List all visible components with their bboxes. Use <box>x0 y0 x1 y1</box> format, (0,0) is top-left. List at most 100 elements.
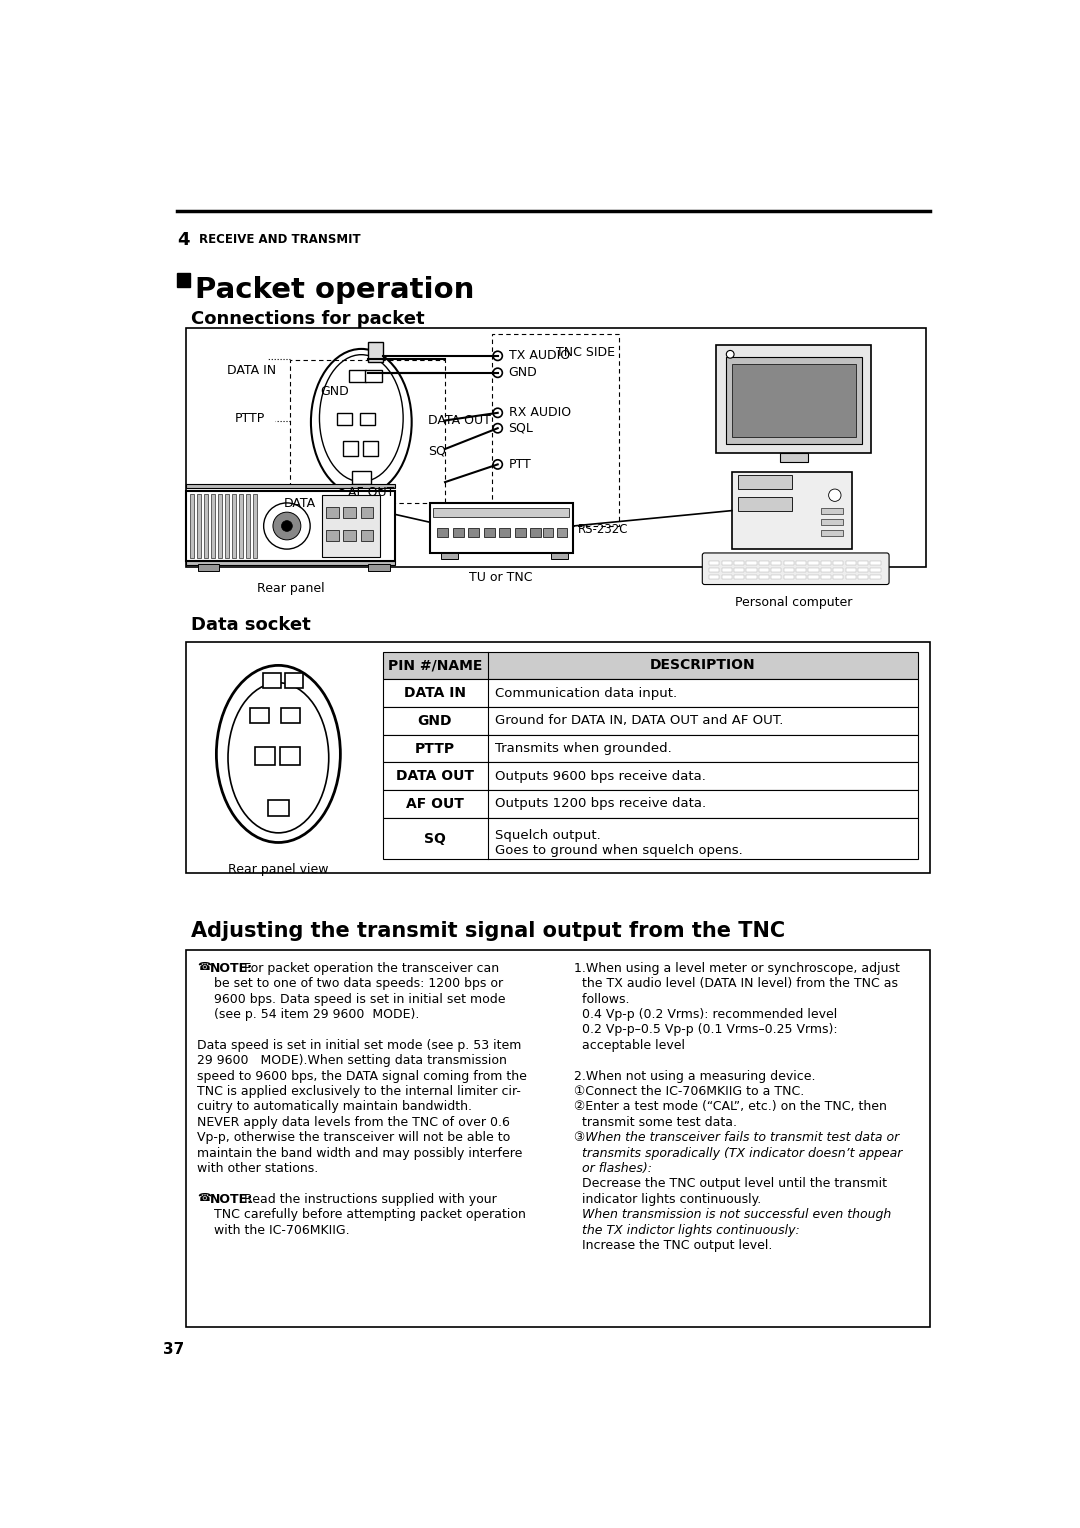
Bar <box>746 567 757 571</box>
Text: GND: GND <box>509 367 538 379</box>
Bar <box>239 495 243 558</box>
Bar <box>255 747 275 766</box>
Bar <box>821 567 831 571</box>
Bar <box>809 561 819 565</box>
Bar <box>491 333 619 526</box>
Text: acceptable level: acceptable level <box>573 1039 685 1051</box>
Bar <box>204 495 207 558</box>
Text: SQ: SQ <box>424 831 446 845</box>
Bar <box>383 735 918 762</box>
Text: SQL: SQL <box>509 422 534 435</box>
Text: Increase the TNC output level.: Increase the TNC output level. <box>573 1239 772 1251</box>
Bar <box>809 575 819 579</box>
Text: RX AUDIO: RX AUDIO <box>509 406 570 419</box>
Bar <box>870 561 880 565</box>
Bar <box>211 495 215 558</box>
Bar <box>870 567 880 571</box>
Bar <box>734 575 744 579</box>
Text: Squelch output.: Squelch output. <box>496 828 602 842</box>
Bar <box>232 495 235 558</box>
Bar <box>280 747 300 766</box>
Bar <box>746 561 757 565</box>
Bar <box>360 413 375 425</box>
Text: (see p. 54 item 29 9600  MODE).: (see p. 54 item 29 9600 MODE). <box>214 1008 419 1021</box>
Bar <box>469 527 480 536</box>
Text: NOTE:: NOTE: <box>210 961 253 975</box>
Circle shape <box>282 521 293 532</box>
Bar <box>710 567 719 571</box>
Text: Connections for packet: Connections for packet <box>191 310 424 329</box>
Ellipse shape <box>311 348 411 495</box>
Text: GND: GND <box>321 385 349 397</box>
Bar <box>262 672 282 689</box>
Text: AF OUT: AF OUT <box>348 486 394 500</box>
Circle shape <box>828 489 841 501</box>
Circle shape <box>273 512 301 539</box>
Bar <box>361 507 373 518</box>
Bar <box>337 413 352 425</box>
Bar <box>870 575 880 579</box>
Text: Goes to ground when squelch opens.: Goes to ground when squelch opens. <box>496 843 743 857</box>
Bar <box>834 561 843 565</box>
Text: ☎: ☎ <box>197 961 211 972</box>
Bar <box>784 575 794 579</box>
Text: indicator lights continuously.: indicator lights continuously. <box>573 1193 761 1206</box>
Bar <box>530 527 541 536</box>
Bar <box>197 495 201 558</box>
Text: RS-232C: RS-232C <box>578 524 629 536</box>
Text: 9600 bps. Data speed is set in initial set mode: 9600 bps. Data speed is set in initial s… <box>214 993 505 1005</box>
Bar <box>859 567 868 571</box>
Text: speed to 9600 bps, the DATA signal coming from the: speed to 9600 bps, the DATA signal comin… <box>197 1070 527 1083</box>
Bar <box>322 495 380 556</box>
Text: TU or TNC: TU or TNC <box>469 571 532 584</box>
Circle shape <box>264 503 310 549</box>
Bar <box>291 361 445 503</box>
Text: transmit some test data.: transmit some test data. <box>573 1115 737 1129</box>
Bar <box>326 530 339 541</box>
Bar <box>453 527 463 536</box>
Text: RECEIVE AND TRANSMIT: RECEIVE AND TRANSMIT <box>199 232 360 246</box>
Bar <box>771 575 781 579</box>
Bar <box>821 509 842 515</box>
Bar <box>383 817 918 859</box>
Bar <box>726 358 862 443</box>
Bar <box>186 484 395 487</box>
Text: maintain the band width and may possibly interfere: maintain the band width and may possibly… <box>197 1146 523 1160</box>
Text: Rear panel: Rear panel <box>257 582 325 596</box>
Bar <box>186 492 395 561</box>
Text: When transmission is not successful even though: When transmission is not successful even… <box>573 1209 891 1221</box>
Bar <box>809 567 819 571</box>
Text: Transmits when grounded.: Transmits when grounded. <box>496 743 672 755</box>
Bar <box>383 762 918 790</box>
Bar <box>716 345 872 452</box>
Circle shape <box>494 351 502 361</box>
Bar <box>543 527 553 536</box>
Bar <box>186 949 930 1326</box>
Text: Ground for DATA IN, DATA OUT and AF OUT.: Ground for DATA IN, DATA OUT and AF OUT. <box>496 714 784 727</box>
Bar <box>759 561 769 565</box>
Text: DATA OUT: DATA OUT <box>396 769 474 784</box>
Bar <box>859 575 868 579</box>
Text: the TX indictor lights continuously:: the TX indictor lights continuously: <box>573 1224 799 1236</box>
Bar <box>551 553 568 559</box>
Text: 1.When using a level meter or synchroscope, adjust: 1.When using a level meter or synchrosco… <box>573 961 900 975</box>
Text: SQ: SQ <box>428 445 446 458</box>
Text: TX AUDIO: TX AUDIO <box>509 350 569 362</box>
Bar <box>349 370 366 382</box>
Bar <box>186 561 395 564</box>
Bar <box>361 530 373 541</box>
Bar <box>368 564 390 571</box>
Bar <box>734 567 744 571</box>
Bar <box>282 707 300 723</box>
Text: Packet operation: Packet operation <box>195 275 475 304</box>
Bar <box>251 707 269 723</box>
Bar <box>343 530 356 541</box>
Text: be set to one of two data speeds: 1200 bps or: be set to one of two data speeds: 1200 b… <box>214 978 503 990</box>
Bar <box>342 440 359 455</box>
Text: DATA OUT: DATA OUT <box>428 414 490 426</box>
Circle shape <box>494 423 502 432</box>
Bar <box>186 329 926 567</box>
Bar <box>846 561 855 565</box>
Text: ☎: ☎ <box>197 1193 211 1203</box>
Bar <box>784 567 794 571</box>
